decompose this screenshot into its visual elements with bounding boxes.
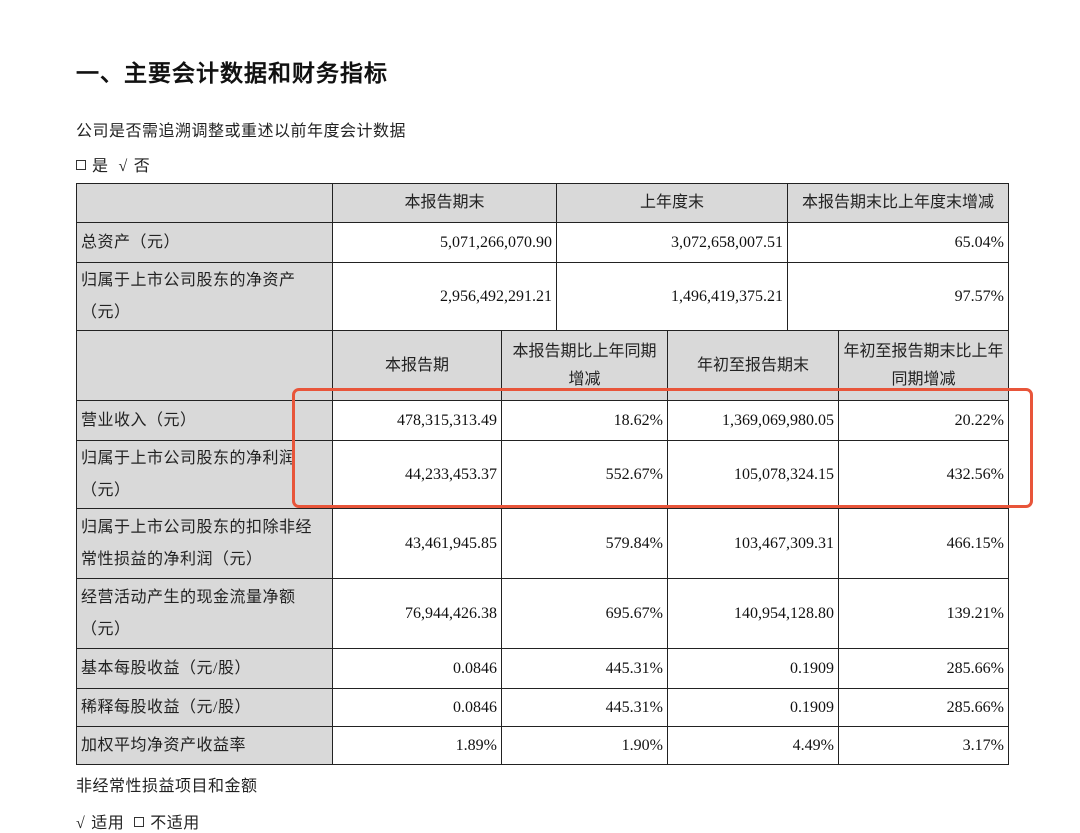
- value-cell: 579.84%: [501, 508, 668, 579]
- value-cell: 139.21%: [838, 578, 1009, 649]
- header-cell-empty: [76, 330, 333, 401]
- value-cell: 2,956,492,291.21: [332, 262, 557, 331]
- nonrecurring-title: 非经常性损益项目和金额: [76, 778, 258, 795]
- value-cell: 695.67%: [501, 578, 668, 649]
- header-last-year-end: 上年度末: [556, 183, 788, 223]
- value-cell: 1.90%: [501, 726, 668, 765]
- nonrecurring-options: √ 适用 不适用: [76, 809, 200, 833]
- table-row: 营业收入（元） 478,315,313.49 18.62% 1,369,069,…: [76, 400, 1009, 441]
- value-cell: 4.49%: [667, 726, 839, 765]
- value-cell: 18.62%: [501, 400, 668, 441]
- header-ytd-yoy-change: 年初至报告期末比上年同期增减: [838, 330, 1009, 401]
- table-row: 加权平均净资产收益率 1.89% 1.90% 4.49% 3.17%: [76, 726, 1009, 765]
- header-change-vs-last-year-end: 本报告期末比上年度末增减: [787, 183, 1009, 223]
- value-cell: 478,315,313.49: [332, 400, 502, 441]
- value-cell: 285.66%: [838, 688, 1009, 727]
- row-label: 稀释每股收益（元/股）: [76, 688, 333, 727]
- value-cell: 140,954,128.80: [667, 578, 839, 649]
- value-cell: 0.0846: [332, 688, 502, 727]
- value-cell: 43,461,945.85: [332, 508, 502, 579]
- row-label: 归属于上市公司股东的净资产（元）: [76, 262, 333, 331]
- row-label: 归属于上市公司股东的扣除非经常性损益的净利润（元）: [76, 508, 333, 579]
- option-yes-label: 是: [92, 158, 109, 175]
- row-label: 基本每股收益（元/股）: [76, 648, 333, 689]
- restate-options: 是 √ 否: [76, 152, 150, 176]
- value-cell: 432.56%: [838, 440, 1009, 509]
- value-cell: 0.0846: [332, 648, 502, 689]
- table-row: 归属于上市公司股东的扣除非经常性损益的净利润（元） 43,461,945.85 …: [76, 508, 1009, 579]
- table-row: 稀释每股收益（元/股） 0.0846 445.31% 0.1909 285.66…: [76, 688, 1009, 727]
- value-cell: 285.66%: [838, 648, 1009, 689]
- header-ytd: 年初至报告期末: [667, 330, 839, 401]
- value-cell: 0.1909: [667, 688, 839, 727]
- value-cell: 552.67%: [501, 440, 668, 509]
- value-cell: 103,467,309.31: [667, 508, 839, 579]
- row-label: 归属于上市公司股东的净利润（元）: [76, 440, 333, 509]
- value-cell: 466.15%: [838, 508, 1009, 579]
- row-label: 加权平均净资产收益率: [76, 726, 333, 765]
- section-heading: 一、主要会计数据和财务指标: [76, 61, 388, 87]
- table-row: 总资产（元） 5,071,266,070.90 3,072,658,007.51…: [76, 222, 1009, 263]
- checkbox-unchecked-icon: [76, 160, 86, 170]
- header-period-end: 本报告期末: [332, 183, 557, 223]
- table-row: 基本每股收益（元/股） 0.0846 445.31% 0.1909 285.66…: [76, 648, 1009, 689]
- row-label: 总资产（元）: [76, 222, 333, 263]
- value-cell: 445.31%: [501, 688, 668, 727]
- value-cell: 1,369,069,980.05: [667, 400, 839, 441]
- value-cell: 5,071,266,070.90: [332, 222, 557, 263]
- value-cell: 0.1909: [667, 648, 839, 689]
- table-row: 经营活动产生的现金流量净额（元） 76,944,426.38 695.67% 1…: [76, 578, 1009, 649]
- restate-question: 公司是否需追溯调整或重述以前年度会计数据: [76, 123, 407, 140]
- checkmark-icon: √: [118, 158, 128, 175]
- financial-data-table: 本报告期末 上年度末 本报告期末比上年度末增减 总资产（元） 5,071,266…: [76, 183, 1009, 765]
- table-row: 归属于上市公司股东的净利润（元） 44,233,453.37 552.67% 1…: [76, 440, 1009, 509]
- table-header-row: 本报告期末 上年度末 本报告期末比上年度末增减: [76, 183, 1009, 223]
- value-cell: 105,078,324.15: [667, 440, 839, 509]
- value-cell: 3.17%: [838, 726, 1009, 765]
- value-cell: 76,944,426.38: [332, 578, 502, 649]
- header-current-period: 本报告期: [332, 330, 502, 401]
- value-cell: 445.31%: [501, 648, 668, 689]
- checkbox-unchecked-icon: [134, 817, 145, 827]
- value-cell: 97.57%: [787, 262, 1009, 331]
- value-cell: 1.89%: [332, 726, 502, 765]
- value-cell: 65.04%: [787, 222, 1009, 263]
- option-no-label: 否: [133, 158, 151, 175]
- value-cell: 3,072,658,007.51: [556, 222, 788, 263]
- option-applicable-label: 适用: [91, 815, 125, 832]
- option-not-applicable-label: 不适用: [150, 815, 200, 832]
- header-cell-empty: [76, 183, 333, 223]
- table-row: 归属于上市公司股东的净资产（元） 2,956,492,291.21 1,496,…: [76, 262, 1009, 331]
- checkmark-icon: √: [76, 815, 86, 832]
- value-cell: 20.22%: [838, 400, 1009, 441]
- row-label: 经营活动产生的现金流量净额（元）: [76, 578, 333, 649]
- table-header-row: 本报告期 本报告期比上年同期增减 年初至报告期末 年初至报告期末比上年同期增减: [76, 330, 1009, 401]
- header-yoy-change: 本报告期比上年同期增减: [501, 330, 668, 401]
- value-cell: 1,496,419,375.21: [556, 262, 788, 331]
- value-cell: 44,233,453.37: [332, 440, 502, 509]
- row-label: 营业收入（元）: [76, 400, 333, 441]
